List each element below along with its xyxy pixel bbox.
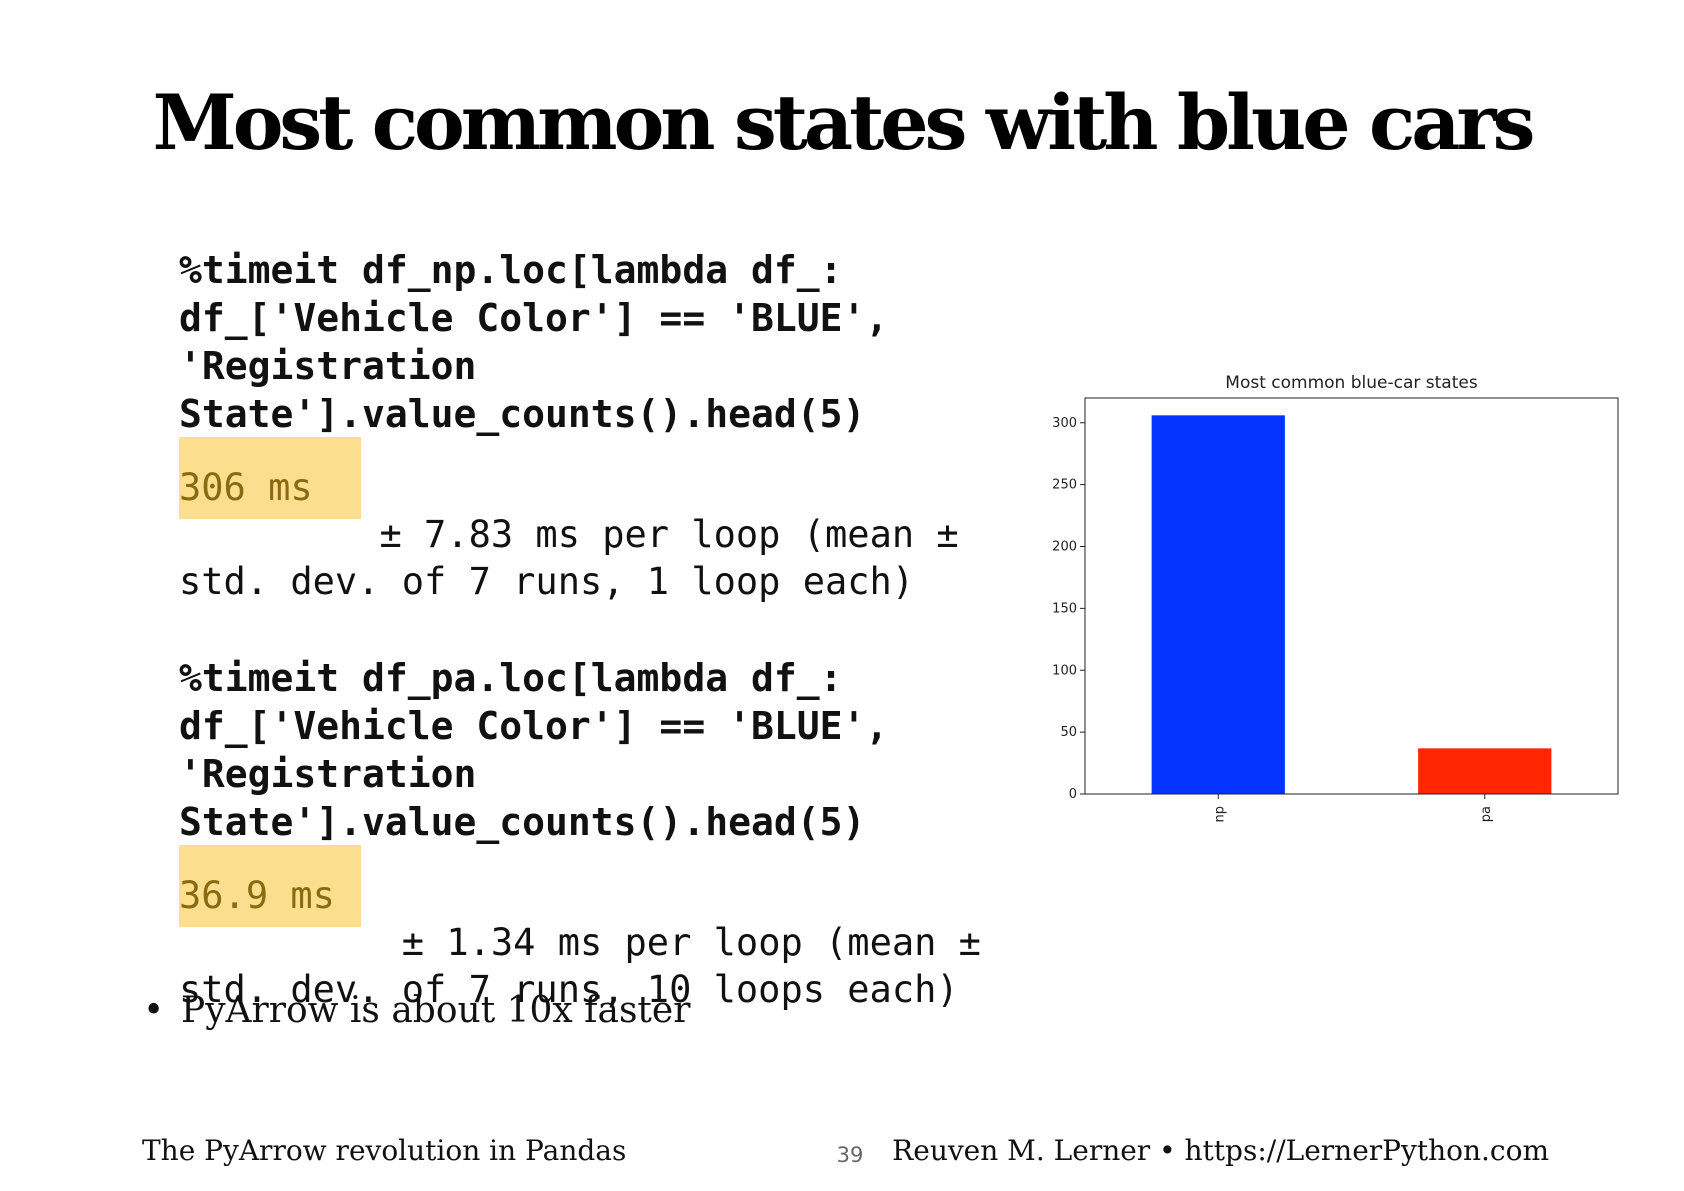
- highlight-box-np: [179, 437, 361, 519]
- timing-highlight-np: 306 ms: [179, 466, 313, 509]
- y-tick-label-300: 300: [1052, 416, 1077, 431]
- code-block-pa: %timeit df_pa.loc[lambda df_: df_['Vehic…: [179, 656, 889, 844]
- timing-highlight-pa: 36.9 ms: [179, 874, 335, 917]
- y-tick-label-200: 200: [1052, 540, 1077, 555]
- bar-chart: Most common blue-car states np pa 0 50 100 150…: [1052, 373, 1619, 823]
- bar-pa: [1418, 748, 1552, 794]
- x-tick-label-np: np: [1212, 806, 1227, 823]
- bullet-marker: •: [143, 990, 165, 1031]
- footer-title: The PyArrow revolution in Pandas: [142, 1134, 627, 1167]
- timing-result-pa: 36.9 ms ± 1.34 ms per loop (mean ± std. …: [179, 872, 1059, 1013]
- plot-frame: [1084, 397, 1619, 795]
- slide-title: Most common states with blue cars: [152, 78, 1536, 167]
- x-tick-label-pa: pa: [1479, 806, 1494, 822]
- highlight-box-pa: [179, 845, 361, 927]
- bullet-text: PyArrow is about 10x faster: [181, 990, 691, 1031]
- y-tick-label-50: 50: [1060, 725, 1077, 740]
- page-number: 39: [836, 1143, 864, 1167]
- timing-result-rest-pa: ± 1.34 ms per loop (mean ± std. dev. of …: [179, 921, 981, 1011]
- timing-result-rest-np: ± 7.83 ms per loop (mean ± std. dev. of …: [179, 513, 959, 603]
- bullet-item: • PyArrow is about 10x faster: [143, 990, 690, 1031]
- y-tick-label-0: 0: [1069, 787, 1077, 802]
- bar-np: [1151, 415, 1285, 794]
- chart-title: Most common blue-car states: [1225, 373, 1478, 393]
- y-tick-label-150: 150: [1052, 601, 1077, 616]
- footer-author: Reuven M. Lerner • https://LernerPython.…: [892, 1134, 1549, 1167]
- y-tick-label-100: 100: [1052, 663, 1077, 678]
- y-tick-label-250: 250: [1052, 478, 1077, 493]
- code-block-np: %timeit df_np.loc[lambda df_: df_['Vehic…: [179, 248, 889, 436]
- timing-result-np: 306 ms ± 7.83 ms per loop (mean ± std. d…: [179, 464, 1059, 605]
